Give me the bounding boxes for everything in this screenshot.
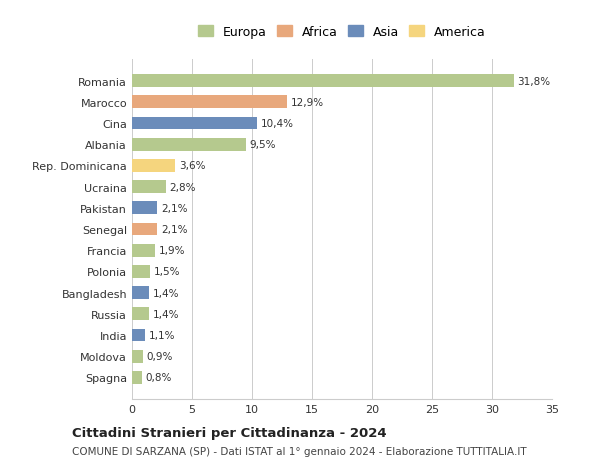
Text: 2,8%: 2,8%: [169, 182, 196, 192]
Text: 31,8%: 31,8%: [517, 77, 550, 86]
Bar: [132, 202, 157, 215]
Text: 12,9%: 12,9%: [290, 98, 323, 107]
Bar: [132, 350, 143, 363]
Bar: [132, 96, 287, 109]
Text: COMUNE DI SARZANA (SP) - Dati ISTAT al 1° gennaio 2024 - Elaborazione TUTTITALIA: COMUNE DI SARZANA (SP) - Dati ISTAT al 1…: [72, 447, 527, 456]
Text: 1,9%: 1,9%: [158, 246, 185, 256]
Bar: [132, 139, 246, 151]
Bar: [132, 329, 145, 341]
Bar: [132, 244, 155, 257]
Text: 1,4%: 1,4%: [152, 309, 179, 319]
Bar: [132, 75, 514, 88]
Bar: [132, 286, 149, 299]
Legend: Europa, Africa, Asia, America: Europa, Africa, Asia, America: [194, 22, 490, 42]
Bar: [132, 160, 175, 173]
Bar: [132, 371, 142, 384]
Bar: [132, 223, 157, 236]
Text: 0,8%: 0,8%: [145, 373, 172, 382]
Bar: [132, 265, 150, 278]
Text: 1,4%: 1,4%: [152, 288, 179, 298]
Text: 0,9%: 0,9%: [146, 352, 173, 361]
Bar: [132, 308, 149, 320]
Bar: [132, 118, 257, 130]
Text: 9,5%: 9,5%: [250, 140, 276, 150]
Bar: [132, 181, 166, 194]
Text: 1,1%: 1,1%: [149, 330, 175, 340]
Text: 10,4%: 10,4%: [260, 119, 293, 129]
Text: 2,1%: 2,1%: [161, 224, 187, 235]
Text: 3,6%: 3,6%: [179, 161, 205, 171]
Text: Cittadini Stranieri per Cittadinanza - 2024: Cittadini Stranieri per Cittadinanza - 2…: [72, 426, 386, 439]
Text: 1,5%: 1,5%: [154, 267, 180, 277]
Text: 2,1%: 2,1%: [161, 203, 187, 213]
